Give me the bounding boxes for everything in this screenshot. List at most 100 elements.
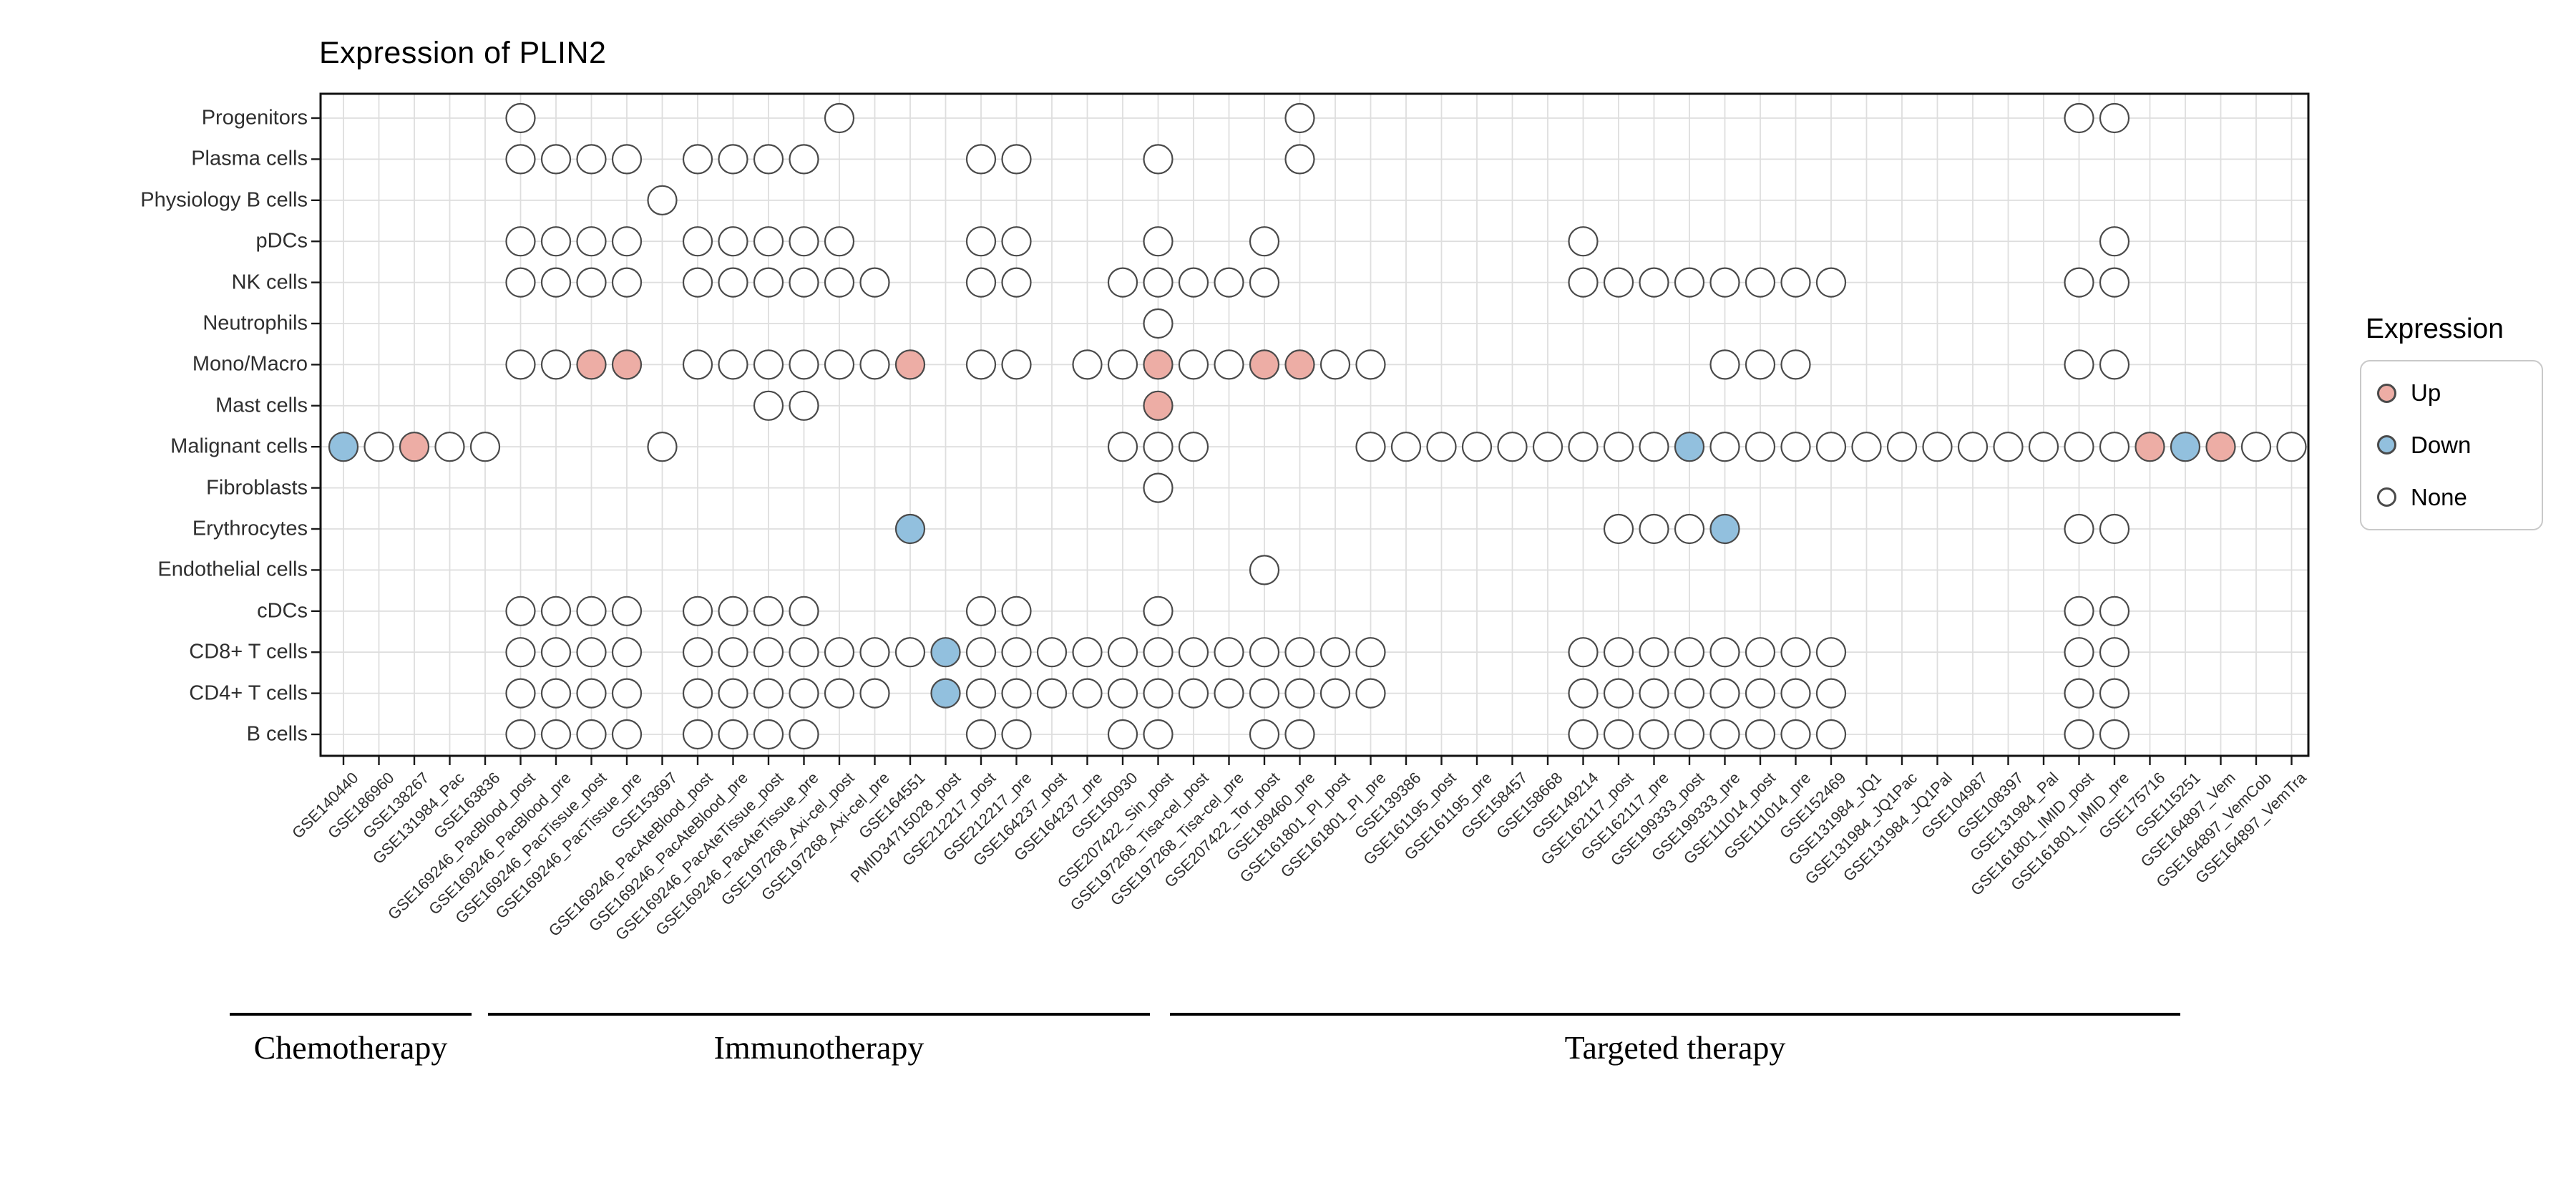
y-axis-label: Fibroblasts	[206, 476, 308, 500]
expression-dot	[2240, 432, 2272, 462]
expression-dot	[682, 144, 713, 175]
expression-dot	[1001, 267, 1032, 298]
expression-dot	[1815, 719, 1847, 750]
expression-dot	[1780, 637, 1811, 668]
expression-dot	[2064, 637, 2094, 668]
expression-dot	[505, 267, 536, 298]
expression-dot	[2099, 432, 2130, 462]
expression-dot	[1143, 637, 1174, 668]
expression-dot	[1036, 678, 1068, 709]
expression-dot	[894, 349, 926, 380]
expression-dot	[824, 349, 855, 380]
expression-dot	[2028, 432, 2059, 462]
expression-dot	[1107, 678, 1138, 709]
expression-dot	[1036, 637, 1068, 668]
expression-dot	[1249, 678, 1280, 709]
expression-dot	[718, 637, 748, 668]
expression-dot	[399, 432, 430, 462]
expression-dot	[647, 185, 678, 215]
expression-dot	[540, 349, 572, 380]
therapy-group-line	[488, 1013, 1150, 1016]
therapy-group-label: Immunotherapy	[713, 1029, 924, 1066]
expression-dot	[965, 678, 997, 709]
expression-dot	[1568, 678, 1599, 709]
legend-label: None	[2411, 483, 2467, 510]
expression-dot	[2064, 596, 2094, 626]
expression-dot	[753, 719, 784, 750]
y-axis-label: CD4+ T cells	[189, 681, 308, 705]
expression-dot	[824, 637, 855, 668]
expression-dot	[2099, 596, 2130, 626]
expression-dot	[1780, 719, 1811, 750]
expression-dot	[576, 267, 607, 298]
expression-dot	[469, 432, 501, 462]
expression-dot	[1426, 432, 1457, 462]
legend-label: Down	[2411, 431, 2472, 458]
expression-dot	[1143, 349, 1174, 380]
expression-dot	[576, 349, 607, 380]
expression-dot	[1497, 432, 1528, 462]
expression-dot	[1603, 513, 1634, 545]
expression-dot	[1780, 349, 1811, 380]
expression-dot	[1639, 513, 1669, 545]
expression-dot	[1709, 432, 1740, 462]
expression-dot	[1249, 637, 1280, 668]
expression-dot	[2099, 349, 2130, 380]
expression-dot	[789, 349, 819, 380]
expression-dot	[718, 719, 748, 750]
expression-dot	[894, 513, 926, 545]
expression-dot	[1178, 267, 1209, 298]
y-axis-label: Physiology B cells	[140, 188, 308, 212]
expression-dot	[789, 390, 819, 421]
expression-dot	[1922, 432, 1953, 462]
expression-dot	[1001, 596, 1032, 626]
expression-dot	[682, 226, 713, 257]
expression-dot	[1355, 432, 1386, 462]
y-axis-label: Neutrophils	[203, 311, 308, 335]
expression-dot	[789, 637, 819, 668]
legend-item: None	[2377, 484, 2542, 511]
expression-dot	[824, 678, 855, 709]
expression-dot	[1674, 637, 1705, 668]
expression-dot	[2099, 513, 2130, 545]
expression-dot	[682, 719, 713, 750]
legend-items-box: Up Down None	[2360, 360, 2543, 530]
expression-dot	[1143, 472, 1174, 503]
expression-dot	[576, 144, 607, 175]
expression-dot	[1709, 267, 1740, 298]
expression-dot	[1639, 267, 1669, 298]
therapy-group-label: Targeted therapy	[1564, 1029, 1786, 1066]
expression-dot	[1319, 349, 1351, 380]
expression-dot	[1603, 637, 1634, 668]
legend-dot-none-icon	[2377, 487, 2396, 507]
expression-dot	[718, 349, 748, 380]
expression-dot	[1143, 308, 1174, 339]
expression-dot	[1143, 678, 1174, 709]
therapy-group-line	[1170, 1013, 2180, 1016]
expression-dot	[1001, 144, 1032, 175]
expression-dot	[611, 349, 643, 380]
expression-dot	[789, 678, 819, 709]
expression-dot	[789, 144, 819, 175]
expression-dot	[505, 596, 536, 626]
expression-dot	[1072, 349, 1103, 380]
expression-dot	[505, 719, 536, 750]
expression-dot	[1461, 432, 1493, 462]
expression-dot	[1709, 513, 1740, 545]
expression-dot	[505, 678, 536, 709]
expression-dot	[1001, 349, 1032, 380]
expression-dot	[1284, 144, 1315, 175]
expression-dot	[965, 637, 997, 668]
expression-dot	[1993, 432, 2024, 462]
expression-dot	[859, 267, 890, 298]
expression-dot	[1639, 678, 1669, 709]
expression-dot	[965, 596, 997, 626]
expression-dot	[540, 267, 572, 298]
expression-dot	[1568, 432, 1599, 462]
y-axis-label: B cells	[246, 722, 308, 746]
expression-dot	[1745, 637, 1776, 668]
expression-dot	[611, 719, 643, 750]
expression-dot	[1780, 432, 1811, 462]
expression-dot	[1284, 678, 1315, 709]
